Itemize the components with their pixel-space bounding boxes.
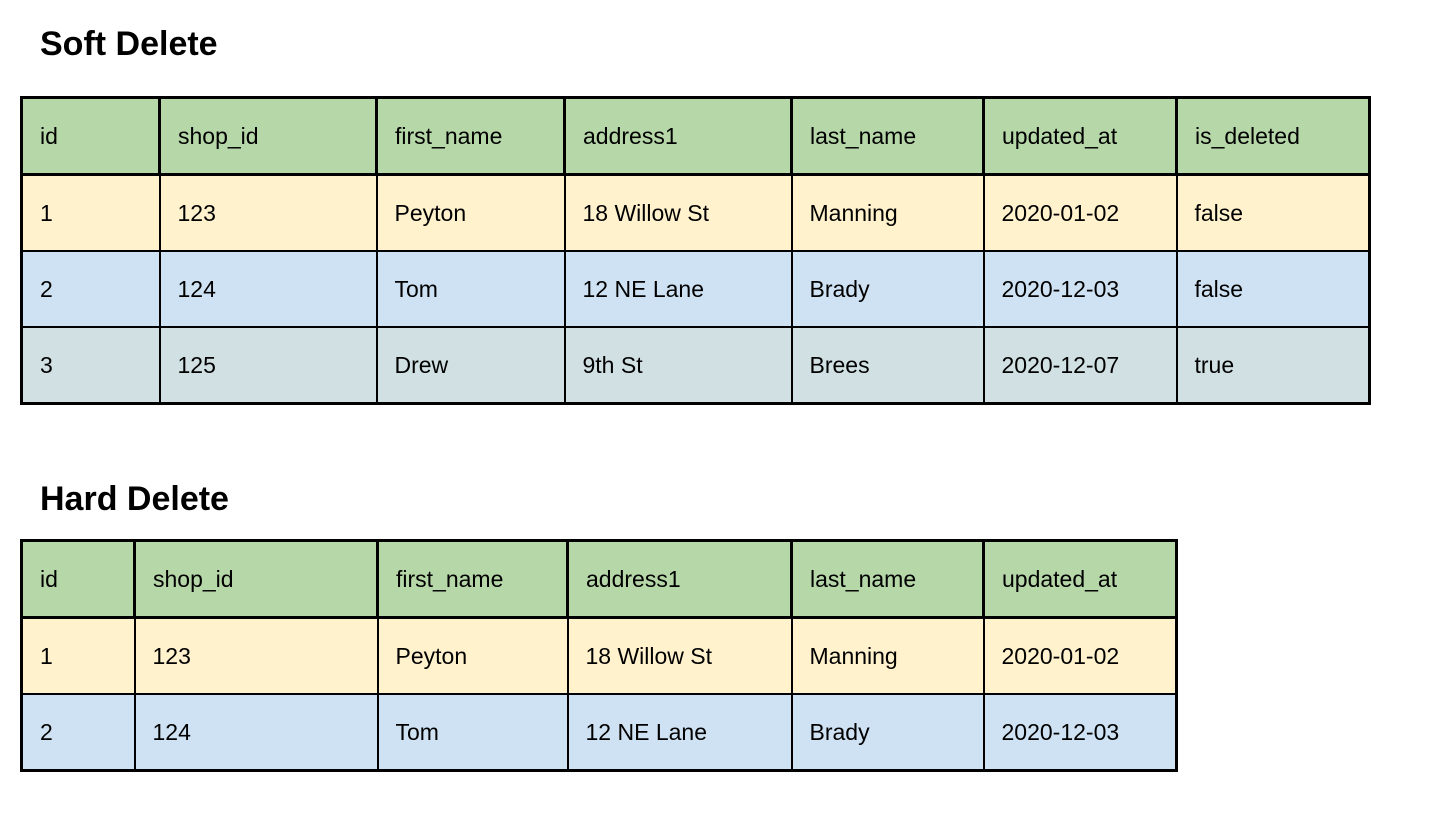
column-header-shop_id: shop_id — [158, 96, 378, 176]
column-header-first_name: first_name — [375, 96, 566, 176]
cell-last_name: Brees — [790, 326, 985, 405]
column-header-updated_at: updated_at — [982, 96, 1178, 176]
cell-updated_at: 2020-12-03 — [982, 693, 1178, 772]
cell-id: 1 — [20, 173, 161, 252]
cell-is_deleted: true — [1175, 326, 1371, 405]
column-header-id: id — [20, 96, 161, 176]
cell-last_name: Brady — [790, 693, 985, 772]
cell-last_name: Brady — [790, 250, 985, 328]
cell-updated_at: 2020-01-02 — [982, 616, 1178, 695]
cell-id: 1 — [20, 616, 136, 695]
cell-shop_id: 124 — [133, 693, 379, 772]
cell-is_deleted: false — [1175, 173, 1371, 252]
cell-first_name: Peyton — [376, 616, 569, 695]
cell-shop_id: 123 — [158, 173, 378, 252]
cell-address1: 9th St — [563, 326, 793, 405]
cell-address1: 18 Willow St — [566, 616, 793, 695]
cell-last_name: Manning — [790, 616, 985, 695]
column-header-last_name: last_name — [790, 539, 985, 619]
cell-updated_at: 2020-12-03 — [982, 250, 1178, 328]
cell-id: 2 — [20, 693, 136, 772]
column-header-updated_at: updated_at — [982, 539, 1178, 619]
cell-updated_at: 2020-01-02 — [982, 173, 1178, 252]
table-row: 2 124 Tom 12 NE Lane Brady 2020-12-03 — [20, 693, 1178, 772]
table-row: 1 123 Peyton 18 Willow St Manning 2020-01-02 f… — [20, 173, 1371, 252]
cell-shop_id: 124 — [158, 250, 378, 328]
column-header-shop_id: shop_id — [133, 539, 379, 619]
column-header-address1: address1 — [566, 539, 793, 619]
table-row: 3 125 Drew 9th St Brees 2020-12-07 true — [20, 326, 1371, 405]
cell-first_name: Tom — [375, 250, 566, 328]
soft-delete-section: Soft Delete id shop_id first_name address1 l… — [0, 0, 1442, 405]
hard-delete-title: Hard Delete — [40, 480, 229, 518]
column-header-first_name: first_name — [376, 539, 569, 619]
hard-delete-section: Hard Delete id shop_id first_name address1 l… — [0, 405, 1442, 772]
column-header-address1: address1 — [563, 96, 793, 176]
cell-updated_at: 2020-12-07 — [982, 326, 1178, 405]
cell-first_name: Drew — [375, 326, 566, 405]
cell-id: 3 — [20, 326, 161, 405]
column-header-is_deleted: is_deleted — [1175, 96, 1371, 176]
header-row: id shop_id first_name address1 last_name upda… — [20, 96, 1371, 176]
cell-address1: 12 NE Lane — [566, 693, 793, 772]
cell-first_name: Peyton — [375, 173, 566, 252]
cell-address1: 12 NE Lane — [563, 250, 793, 328]
header-row: id shop_id first_name address1 last_name upda… — [20, 539, 1178, 619]
column-header-last_name: last_name — [790, 96, 985, 176]
cell-is_deleted: false — [1175, 250, 1371, 328]
hard-delete-table: id shop_id first_name address1 last_name upda… — [20, 539, 1178, 772]
cell-shop_id: 123 — [133, 616, 379, 695]
table-row: 2 124 Tom 12 NE Lane Brady 2020-12-03 false — [20, 250, 1371, 328]
table-row: 1 123 Peyton 18 Willow St Manning 2020-01-02 — [20, 616, 1178, 695]
cell-first_name: Tom — [376, 693, 569, 772]
cell-id: 2 — [20, 250, 161, 328]
cell-last_name: Manning — [790, 173, 985, 252]
cell-shop_id: 125 — [158, 326, 378, 405]
soft-delete-title: Soft Delete — [40, 25, 218, 63]
column-header-id: id — [20, 539, 136, 619]
cell-address1: 18 Willow St — [563, 173, 793, 252]
soft-delete-table: id shop_id first_name address1 last_name upda… — [20, 96, 1371, 405]
